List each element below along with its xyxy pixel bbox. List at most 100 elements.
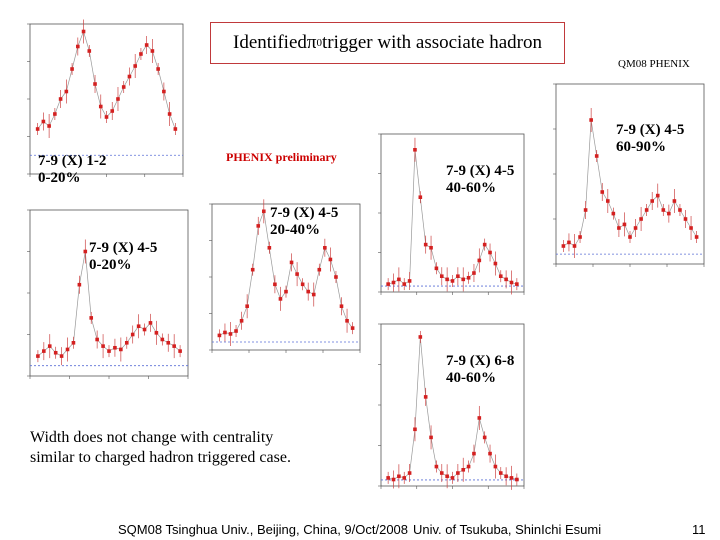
data-point [477,258,482,263]
data-point [345,319,349,323]
panel-p5 [378,323,525,490]
data-point [71,341,76,345]
data-point [498,471,503,475]
data-point [606,199,610,203]
plot-frame [29,23,184,175]
panel-label-p5: 7-9 (X) 6-8 40-60% [446,353,515,386]
data-point [217,333,222,338]
data-point [228,332,233,336]
data-point [300,282,305,287]
panel-label-p4: 7-9 (X) 4-5 40-60% [446,163,515,196]
data-point [413,148,417,152]
data-point [47,124,51,128]
data-point [661,208,666,212]
data-point [93,82,97,86]
data-point [504,474,508,479]
panel-p1 [27,19,184,177]
data-point [148,321,153,325]
data-point [589,118,593,122]
data-point [306,289,310,294]
data-point [53,350,58,355]
data-point [600,190,605,194]
data-point [493,464,498,469]
data-point [461,468,466,472]
data-point [498,274,503,278]
data-point [167,112,172,116]
data-point [434,266,439,271]
data-point [482,242,487,247]
data-point [386,476,390,480]
data-point [150,49,155,53]
data-point [278,297,283,301]
data-point [515,282,519,286]
data-point [694,235,699,239]
data-point [386,282,390,286]
data-point [119,347,123,352]
data-point [397,474,401,479]
title-superscript: 0 [316,37,322,49]
data-point [295,272,299,276]
panel-label-p2: 7-9 (X) 4-5 0-20% [89,240,158,273]
data-point [223,330,227,335]
panel-label-p6: 7-9 (X) 4-5 60-90% [616,122,685,155]
data-point [124,341,129,345]
data-point [509,476,514,480]
data-point [450,476,455,480]
data-point [578,235,582,239]
data-point [678,208,682,212]
data-point [472,451,476,456]
data-point [515,477,519,482]
data-point [139,52,143,56]
data-point [101,344,105,348]
data-point [245,304,249,308]
data-point [59,354,64,358]
data-point [402,282,407,286]
data-point [142,327,147,332]
data-point [672,199,677,203]
data-point [439,471,444,475]
data-point [583,208,588,212]
data-point [504,277,508,282]
data-point [456,274,460,278]
data-point [133,64,137,68]
data-point [234,329,238,333]
data-point [70,67,74,71]
plot-frame [380,323,525,487]
data-point [334,275,338,279]
data-point [273,282,277,287]
data-point [439,274,444,278]
data-point [156,67,160,71]
panel-label-p1: 7-9 (X) 1-2 0-20% [38,153,107,186]
title-suffix: trigger with associate hadron [321,32,542,53]
data-point [104,115,109,119]
data-point [53,112,57,116]
data-point [41,119,46,124]
data-point [239,319,244,323]
data-point [36,354,40,358]
data-point [81,29,86,34]
data-point [429,245,433,250]
data-point [64,89,69,94]
data-point [136,324,141,328]
data-point [58,97,63,101]
data-point [42,349,46,353]
data-point [172,344,176,348]
data-point [397,277,401,282]
data-point [113,345,117,350]
data-point [95,337,99,342]
title-pi-symbol: π [306,32,317,53]
data-point [267,246,272,250]
data-point [413,427,417,432]
data-point [110,109,115,113]
data-point [488,451,492,456]
data-point [407,279,412,283]
data-point [617,226,621,230]
preliminary-label: PHENIX preliminary [226,150,337,164]
data-point [98,104,103,109]
footer-center: Univ. of Tsukuba, ShinIchi Esumi [413,522,602,537]
data-point [644,208,649,212]
data-point [130,332,135,337]
data-point [166,341,171,345]
data-point [683,217,688,221]
